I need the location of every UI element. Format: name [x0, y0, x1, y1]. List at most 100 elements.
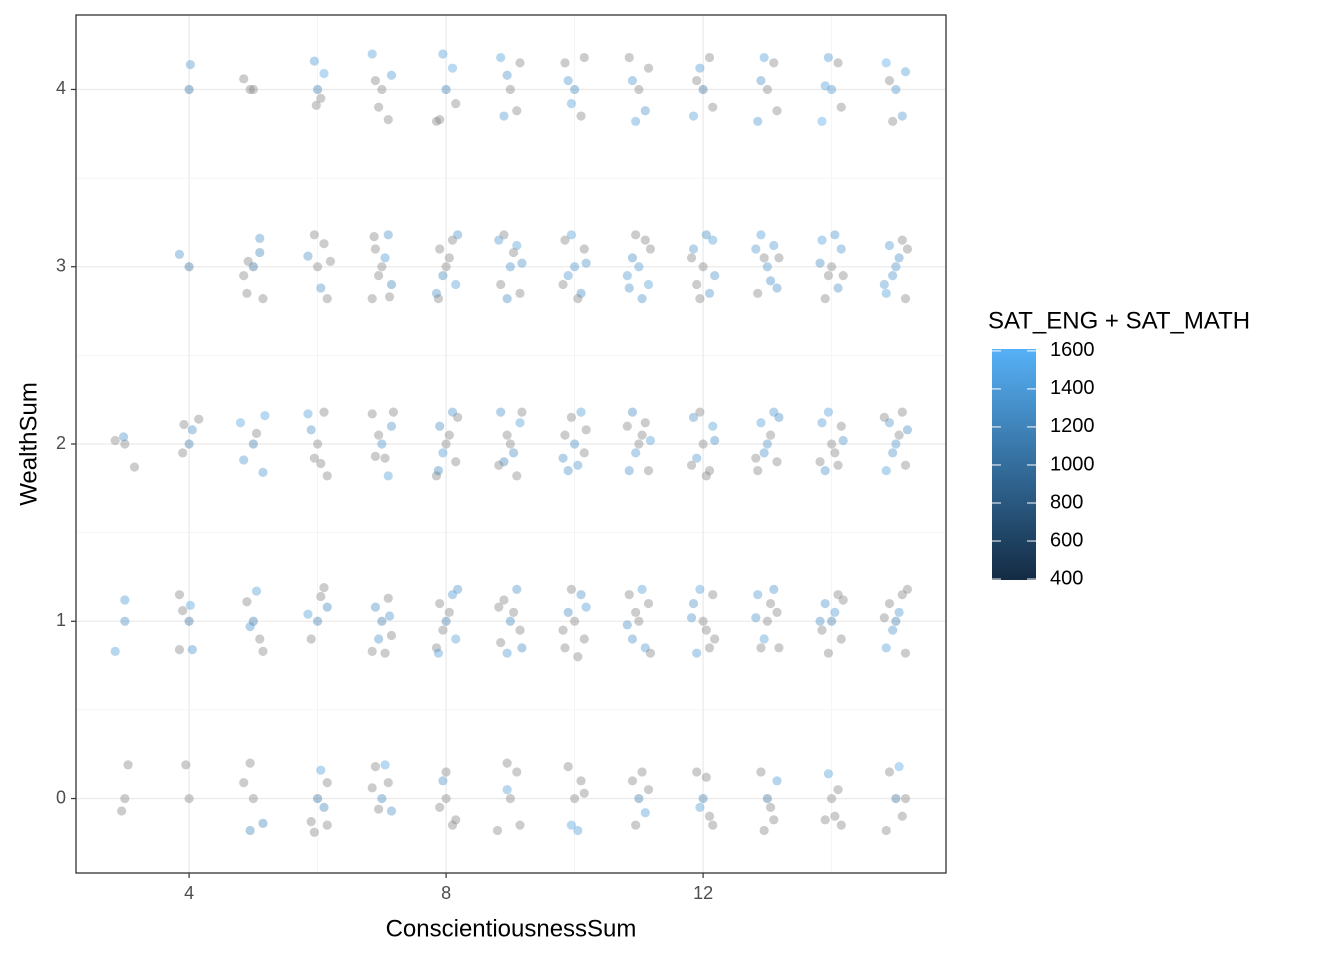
point [316, 765, 326, 775]
point [576, 776, 586, 786]
point [762, 84, 772, 95]
point [817, 418, 827, 428]
point [891, 616, 901, 626]
point [248, 262, 258, 272]
point [508, 448, 519, 458]
point [515, 288, 525, 298]
point [769, 815, 779, 825]
point [184, 262, 194, 272]
point [830, 607, 840, 618]
point [879, 613, 889, 623]
point [435, 421, 445, 431]
point [235, 418, 246, 428]
point [386, 630, 397, 641]
point [563, 607, 573, 618]
point [494, 602, 504, 612]
point [888, 448, 898, 458]
point [640, 418, 650, 428]
point [451, 279, 461, 290]
point [515, 820, 525, 830]
point [695, 63, 705, 73]
point [708, 102, 718, 112]
point [517, 258, 527, 268]
point [245, 758, 255, 768]
point [309, 827, 319, 837]
point [838, 270, 848, 281]
point [897, 590, 907, 600]
point [774, 412, 784, 423]
point [645, 435, 656, 446]
point [325, 256, 336, 267]
point [815, 616, 825, 626]
point [110, 646, 120, 657]
point [827, 439, 837, 449]
point [453, 412, 463, 423]
point [178, 606, 188, 616]
point [820, 294, 830, 304]
point [838, 435, 848, 446]
point [563, 762, 573, 772]
point [823, 270, 834, 281]
point [688, 598, 699, 609]
point [695, 294, 705, 304]
point [701, 471, 711, 481]
point [242, 288, 252, 298]
point [692, 767, 702, 777]
point [369, 231, 379, 242]
point [505, 793, 515, 804]
point [695, 407, 705, 417]
point [759, 825, 769, 836]
point [248, 84, 258, 95]
point [515, 418, 525, 428]
point [374, 430, 384, 440]
point [258, 646, 268, 657]
point [576, 288, 586, 298]
point [881, 58, 891, 68]
point [309, 230, 319, 240]
point [643, 63, 654, 73]
point [431, 288, 442, 298]
point [891, 793, 901, 804]
point [622, 620, 632, 630]
point [386, 70, 397, 80]
point [836, 634, 846, 644]
point [181, 760, 191, 770]
point [374, 634, 384, 644]
point [692, 648, 702, 658]
point [258, 294, 268, 304]
point [560, 643, 570, 653]
point [881, 465, 891, 476]
x-tick-label: 8 [441, 883, 451, 903]
point [512, 767, 522, 777]
point [245, 825, 255, 836]
point [884, 75, 895, 86]
point [815, 258, 825, 268]
point [698, 262, 708, 272]
point [558, 453, 568, 463]
point [184, 84, 194, 95]
point [120, 793, 130, 804]
point [884, 418, 895, 428]
point [319, 802, 329, 813]
point [194, 414, 204, 424]
point [838, 595, 848, 605]
point [441, 439, 451, 449]
point [312, 439, 323, 449]
point [560, 58, 570, 68]
x-axis-title: ConscientiousnessSum [386, 915, 637, 942]
point [316, 93, 326, 103]
point [367, 646, 377, 657]
point [179, 419, 189, 430]
point [830, 230, 840, 240]
point [704, 643, 715, 653]
point [380, 760, 390, 770]
point [517, 407, 527, 417]
point [836, 820, 846, 830]
point [245, 84, 255, 95]
point [502, 648, 512, 658]
point [902, 584, 913, 594]
point [643, 785, 654, 795]
point [319, 239, 329, 249]
point [769, 407, 779, 417]
